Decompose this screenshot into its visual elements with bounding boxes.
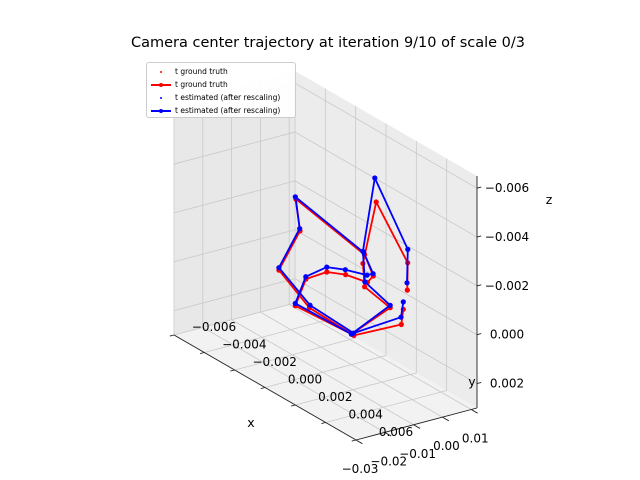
series-point-1: [324, 264, 330, 270]
gridline-z: [294, 131, 478, 238]
legend: t ground truth t ground truth t estimate…: [146, 62, 296, 118]
series-point-1: [303, 274, 309, 280]
gridline-z: [294, 82, 478, 189]
gridline-y: [295, 372, 417, 406]
z-tick-mark: [476, 284, 482, 287]
z-tick-label: −0.002: [485, 279, 529, 293]
y-tick-label: 0.004: [348, 408, 382, 422]
y-tick-label: −0.004: [222, 338, 266, 352]
series-point-1: [362, 279, 368, 285]
x-tick-label: 0.00: [433, 439, 460, 453]
series-point-0: [373, 199, 379, 205]
series-point-0: [398, 321, 404, 328]
series-point-1: [398, 314, 404, 320]
x-tick-label: −0.02: [370, 454, 407, 468]
legend-label: t ground truth: [175, 67, 228, 76]
x-tick-mark: [471, 409, 478, 414]
y-tick-mark: [351, 439, 357, 442]
legend-label: t estimated (after rescaling): [175, 93, 281, 102]
x-axis-label: x: [247, 415, 254, 430]
x-tick-mark: [442, 416, 450, 422]
series-point-1: [361, 249, 367, 255]
axes-labels: x y z: [247, 192, 552, 430]
gridline-z: [294, 278, 478, 384]
series-point-1: [405, 246, 411, 252]
z-tick-label: 0.000: [490, 328, 524, 342]
z-tick-label: −0.004: [485, 230, 529, 244]
legend-entry: t ground truth: [150, 65, 292, 78]
gridline-z: [173, 131, 296, 165]
gridline-z: [173, 229, 296, 263]
y-axis-label: y: [468, 374, 476, 389]
x-tick-mark: [413, 424, 421, 429]
x-tick-mark: [384, 431, 392, 437]
series-point-1: [297, 226, 303, 232]
series-point-1: [292, 300, 298, 306]
z-tick-mark: [476, 382, 482, 385]
z-tick-mark: [476, 186, 482, 189]
series-point-1: [404, 280, 410, 286]
legend-entry: t estimated (after rescaling): [150, 91, 292, 104]
y-tick-mark: [199, 352, 205, 355]
plot-area: [276, 175, 411, 338]
x-tick-label: −0.03: [342, 462, 379, 476]
gridline-z: [173, 278, 296, 311]
gridline-z: [173, 180, 296, 214]
y-tick-label: −0.006: [192, 320, 236, 334]
gridline-y: [173, 302, 296, 336]
series-point-1: [276, 265, 282, 271]
axes-ticks: 0.010.00−0.01−0.02−0.03 0.006 0.004 0.002 0.…: [169, 181, 529, 476]
legend-swatch-blue-points: [150, 94, 172, 102]
chart-title: Camera center trajectory at iteration 9/…: [130, 35, 526, 51]
legend-label: t estimated (after rescaling): [175, 106, 281, 115]
legend-swatch-red-line: [150, 81, 172, 89]
series-point-0: [343, 272, 349, 278]
z-tick-label: −0.006: [485, 181, 529, 195]
z-tick-label: 0.002: [490, 377, 524, 391]
y-tick-label: −0.002: [252, 355, 296, 369]
gridline-y: [264, 355, 387, 388]
x-axis-line: [355, 407, 478, 441]
gridline-y: [204, 320, 326, 353]
y-tick-mark: [230, 369, 235, 372]
y-tick-label: 0.006: [379, 425, 413, 439]
series-point-0: [404, 287, 410, 293]
legend-entry: t estimated (after rescaling): [150, 104, 292, 117]
series-point-0: [324, 269, 330, 275]
series-point-1: [372, 175, 378, 181]
x-tick-label: 0.01: [462, 432, 489, 446]
z-axis-label: z: [546, 192, 553, 207]
y-tick-label: 0.002: [318, 390, 352, 404]
gridline-z: [294, 229, 478, 336]
x-tick-label: −0.01: [399, 447, 436, 461]
legend-label: t ground truth: [175, 80, 228, 89]
y-tick-mark: [321, 422, 326, 425]
gridline-y: [325, 390, 447, 423]
left-pane: [174, 71, 295, 335]
legend-swatch-red-points: [150, 68, 172, 76]
z-tick-mark: [476, 333, 482, 336]
y-tick-mark: [260, 387, 266, 390]
z-tick-mark: [476, 235, 482, 238]
legend-entry: t ground truth: [150, 78, 292, 91]
series-point-1: [351, 330, 357, 336]
x-tick-mark: [355, 439, 363, 445]
series-point-1: [307, 302, 313, 308]
gridline-y: [234, 337, 356, 371]
y-tick-label: 0.000: [288, 373, 322, 387]
series-point-1: [292, 194, 298, 200]
series-point-0: [362, 284, 368, 290]
series-point-1: [387, 302, 393, 308]
legend-swatch-blue-line: [150, 107, 172, 115]
series-point-1: [364, 272, 370, 278]
y-tick-mark: [169, 334, 175, 337]
series-point-1: [400, 299, 406, 305]
series-point-1: [342, 267, 348, 273]
series-point-1: [370, 271, 376, 277]
gridline-z: [294, 180, 478, 287]
y-tick-mark: [290, 404, 296, 407]
